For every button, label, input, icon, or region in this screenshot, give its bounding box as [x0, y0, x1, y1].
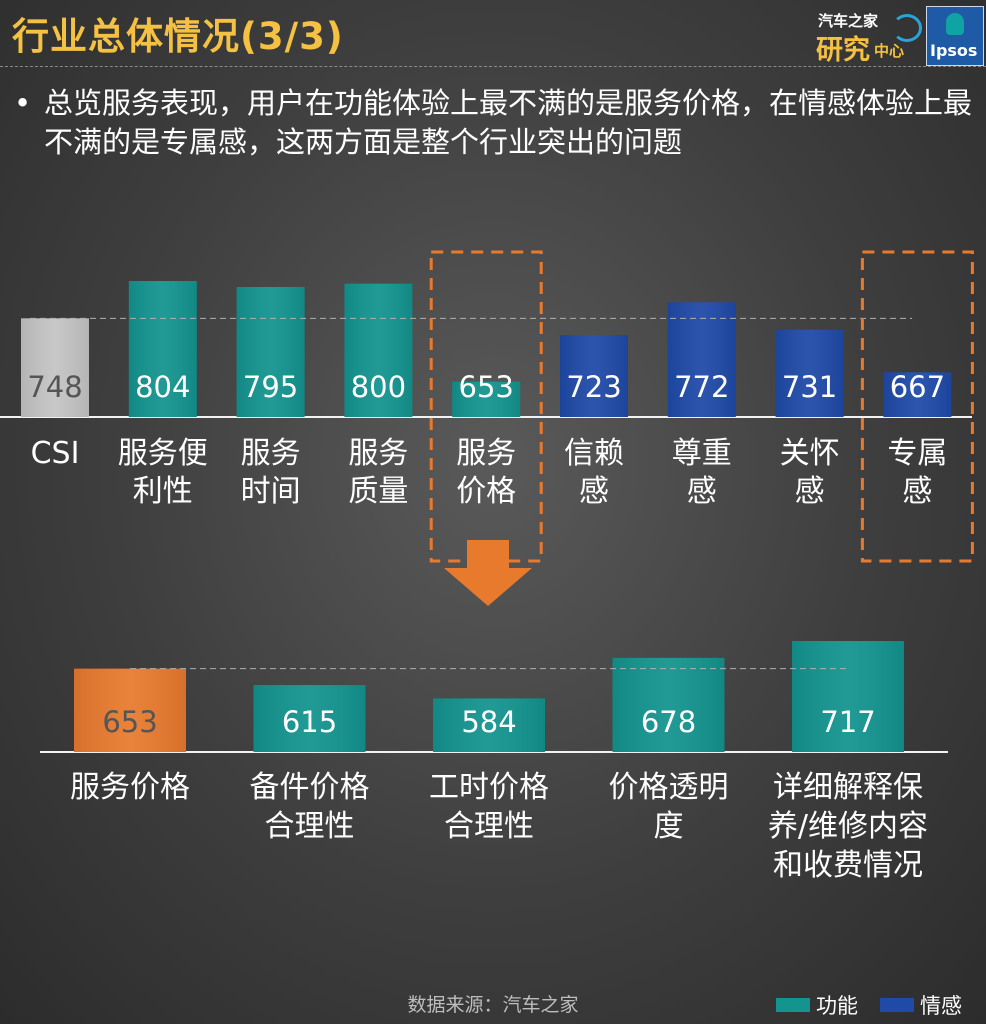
legend-swatch-function: [776, 998, 810, 1012]
highlight-frame-0: [429, 250, 543, 563]
bar-shade-2: [236, 287, 305, 417]
bar-shade-4: [792, 641, 904, 752]
value-label-3: 678: [641, 705, 696, 739]
value-label-3: 800: [351, 370, 406, 404]
category-label-line: 工时价格: [429, 770, 549, 805]
legend-item-function: 功能: [776, 990, 858, 1020]
highlight-frame-1: [860, 250, 974, 563]
legend-label-emotion: 情感: [920, 994, 962, 1018]
value-label-6: 772: [674, 370, 729, 404]
category-label-line: 服务: [241, 436, 301, 471]
category-label-line: 合理性: [265, 809, 355, 844]
ipsos-logo-text: Ipsos: [930, 41, 978, 60]
ipsos-logo: Ipsos: [926, 6, 984, 66]
bar-shade-3: [612, 657, 725, 752]
category-label-line: 尊重: [672, 436, 732, 471]
category-label-line: 合理性: [444, 809, 534, 844]
category-label-5: 信赖感: [564, 436, 624, 509]
category-label-3: 价格透明度: [609, 770, 729, 844]
bar-shade-1: [253, 685, 366, 752]
category-label-2: 服务时间: [241, 436, 301, 509]
value-label-5: 723: [566, 370, 621, 404]
value-label-4: 717: [820, 705, 875, 739]
autohome-logo-line3: 中心: [874, 42, 905, 60]
autohome-logo-line1: 汽车之家: [818, 12, 879, 30]
autohome-research-logo: 汽车之家 研究 中心: [814, 8, 922, 66]
category-label-line: 详细解释保: [773, 770, 923, 805]
legend-swatch-emotion: [880, 998, 914, 1012]
category-label-line: 服务: [456, 436, 516, 471]
category-label-line: 养/维修内容: [768, 809, 928, 844]
autohome-logo-line2: 研究: [816, 35, 870, 66]
category-label-line: 时间: [241, 474, 301, 509]
autohome-swirl-icon: [892, 14, 922, 42]
bar-shade-5: [560, 335, 628, 417]
value-label-1: 804: [135, 370, 190, 404]
category-label-line: 关怀: [780, 436, 840, 471]
category-label-line: 度: [654, 809, 684, 844]
value-label-0: 653: [102, 705, 157, 739]
category-label-0: CSI: [31, 436, 80, 471]
category-label-1: 备件价格合理性: [250, 770, 370, 844]
value-label-4: 653: [459, 370, 514, 404]
category-label-line: 价格透明: [609, 770, 729, 805]
bar-shade-2: [433, 698, 545, 752]
bar-shade-1: [128, 281, 197, 417]
category-label-3: 服务质量: [348, 436, 408, 509]
top-chart: 748CSI804服务便利性795服务时间800服务质量653服务价格723信赖…: [0, 250, 974, 563]
value-label-2: 795: [243, 370, 298, 404]
category-label-6: 尊重感: [672, 436, 732, 509]
value-label-1: 615: [282, 705, 337, 739]
bar-shade-7: [775, 329, 844, 417]
category-label-line: 感: [687, 474, 717, 509]
category-label-1: 服务便利性: [118, 436, 208, 509]
category-label-line: CSI: [31, 436, 80, 471]
value-label-7: 731: [782, 370, 837, 404]
category-label-line: 感: [902, 474, 932, 509]
category-label-line: 和收费情况: [773, 848, 923, 883]
category-label-line: 感: [795, 474, 825, 509]
value-label-0: 748: [27, 370, 82, 404]
bar-shade-3: [344, 283, 413, 417]
category-label-line: 利性: [133, 474, 193, 509]
category-label-line: 服务: [348, 436, 408, 471]
summary-text: 总览服务表现，用户在功能体验上最不满的是服务价格，在情感体验上最不满的是专属感，…: [44, 86, 973, 159]
drilldown-arrow-icon: [444, 540, 532, 606]
category-label-0: 服务价格: [70, 770, 190, 805]
value-label-8: 667: [890, 370, 945, 404]
bar-shade-4: [452, 381, 521, 417]
bar-shade-0: [74, 668, 186, 752]
page-title: 行业总体情况(3/3): [12, 15, 344, 58]
category-label-line: 质量: [348, 474, 408, 509]
category-label-line: 信赖: [564, 436, 624, 471]
data-source-note: 数据来源：汽车之家: [407, 994, 579, 1016]
title-divider: [0, 66, 986, 67]
category-label-line: 服务便: [118, 436, 208, 471]
bar-shade-0: [21, 318, 89, 417]
category-label-line: 服务价格: [70, 770, 190, 805]
ipsos-mark-icon: [946, 13, 964, 35]
category-label-2: 工时价格合理性: [429, 770, 549, 844]
category-label-line: 备件价格: [250, 770, 370, 805]
bullet-dot: •: [14, 86, 32, 120]
category-label-7: 关怀感: [780, 436, 840, 509]
bar-shade-8: [883, 372, 952, 417]
value-label-2: 584: [461, 705, 516, 739]
bar-shade-6: [667, 302, 736, 417]
bottom-chart: 653 服务价格 615 备件价格合理性 584 工时价格合理性 678 价格透明度 717 详细…: [40, 641, 948, 883]
category-label-line: 价格: [456, 474, 516, 509]
category-label-line: 感: [579, 474, 609, 509]
category-label-4: 服务价格: [456, 436, 516, 509]
category-label-8: 专属感: [887, 436, 947, 509]
legend-label-function: 功能: [816, 994, 858, 1018]
category-label-4: 详细解释保养/维修内容和收费情况: [768, 770, 928, 883]
legend-item-emotion: 情感: [880, 990, 962, 1020]
category-label-line: 专属: [887, 436, 947, 471]
